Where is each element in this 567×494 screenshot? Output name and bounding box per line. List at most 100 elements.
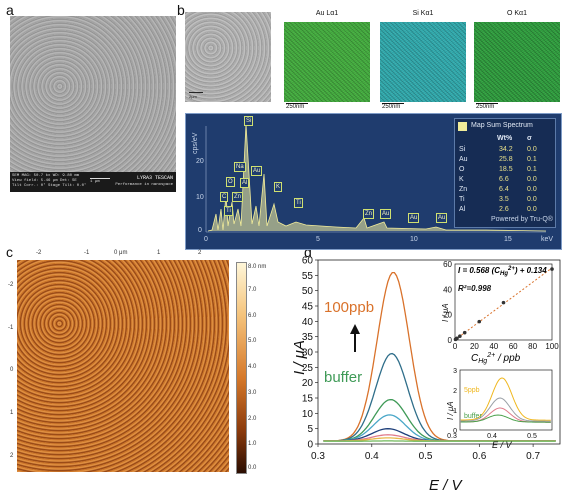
panel-label-a: a [6, 2, 14, 18]
sem-brand: LYRA3 TESCAN [136, 175, 173, 181]
sem-info-line: SEM MAG: 50.7 kx WD: 9.80 mm [12, 174, 80, 178]
y-tick-label: 25 [302, 363, 314, 374]
y-tick-label: 50 [302, 286, 314, 297]
arrow-head-icon [350, 324, 360, 334]
low-inset-x-tick: 0.3 [447, 433, 457, 440]
table-cell-wt: 6.4 [499, 186, 509, 193]
afm-colorbar-tick: 2.0 [248, 416, 257, 422]
afm-top-tick: -1 [84, 250, 90, 256]
y-tick-label: 35 [302, 332, 314, 343]
x-label-part: Hg [478, 358, 487, 365]
y-tick-label: 10 [302, 409, 314, 420]
x-tick-label: 0.5 [419, 451, 433, 462]
y-tick-label: 5 [307, 424, 313, 435]
equation-part: ) + 0.134 [514, 266, 547, 275]
table-cell-wt: 18.5 [499, 166, 513, 173]
afm-top-tick: 2 [198, 250, 202, 256]
calibration-x-tick: 40 [489, 342, 498, 351]
eds-map-o [474, 22, 560, 102]
low-inset-y-tick: 1 [453, 408, 457, 415]
annotation-100ppb: 100ppb [324, 299, 374, 316]
peak-label: K [274, 182, 283, 192]
table-cell-element: Ti [459, 196, 465, 203]
low-inset-x-tick: 0.5 [527, 433, 537, 440]
table-cell-sigma: 0.0 [527, 206, 537, 213]
low-inset-y-tick: 3 [453, 368, 457, 375]
peak-label: Au [436, 213, 448, 223]
spectrum-x-tick: 0 [204, 236, 208, 243]
y-tick-label: 20 [302, 378, 314, 389]
afm-top-tick: 0 μm [114, 250, 128, 256]
spectrum-y-tick: 10 [196, 194, 204, 201]
table-cell-element: K [459, 176, 464, 183]
table-cell-sigma: 0.0 [527, 146, 537, 153]
calibration-x-tick: 80 [528, 342, 537, 351]
calibration-point [458, 334, 462, 338]
afm-left-tick: 2 [10, 453, 14, 459]
panel-label-c: c [6, 244, 13, 260]
peak-label: Au [408, 213, 420, 223]
peak-label: Zn [363, 209, 375, 219]
map-label-si: Si Kα1 [412, 10, 434, 17]
table-cell-sigma: 0.0 [527, 176, 537, 183]
x-label-part: 2+ [486, 352, 495, 359]
y-tick-label: 30 [302, 348, 314, 359]
x-tick-label: 0.4 [365, 451, 379, 462]
peak-label: Si [244, 116, 254, 126]
peak-label: C [220, 192, 229, 202]
table-cell-wt: 25.8 [499, 156, 513, 163]
table-cell-sigma: 0.0 [527, 196, 537, 203]
low-inset-series-line [460, 414, 551, 423]
map-scale-bar: 250nm [476, 103, 498, 110]
electron-scale-bar: 2μm [189, 92, 203, 99]
peak-label: Au [380, 209, 392, 219]
afm-colorbar-tick: 7.0 [248, 287, 257, 293]
map-scale-bar: 250nm [382, 103, 404, 110]
calibration-r2: R²=0.998 [458, 284, 492, 293]
annotation-buffer: buffer [324, 369, 362, 386]
map-label-au: Au Lα1 [315, 10, 339, 17]
afm-left-tick: -2 [8, 282, 14, 288]
y-axis-label: I / μA [291, 340, 308, 375]
peak-label: Zn [232, 192, 244, 202]
afm-colorbar-tick: 1.0 [248, 441, 257, 447]
low-inset-y-tick: 0 [453, 428, 457, 435]
sem-image: SEM MAG: 50.7 kx WD: 9.80 mm View field:… [10, 16, 176, 192]
eds-map-si [380, 22, 466, 102]
sem-scale-bar: 1 μm [90, 178, 110, 184]
table-cell-element: Al [459, 206, 466, 213]
afm-colorbar-tick: 3.0 [248, 390, 257, 396]
sem-info-line: Tilt Corr.: 0° Stage Tilt: 0.0° [12, 184, 87, 188]
afm-colorbar-tick: 4.0 [248, 364, 257, 370]
table-cell-wt: 2.6 [499, 206, 509, 213]
calibration-y-tick: 60 [443, 260, 452, 269]
calibration-y-tick: 0 [448, 336, 453, 345]
table-cell-wt: 3.5 [499, 196, 509, 203]
equation-part: 2+ [507, 266, 515, 272]
calibration-point [477, 319, 482, 324]
y-tick-label: 40 [302, 317, 314, 328]
spectrum-y-tick: 0 [198, 227, 202, 234]
legend-swatch [458, 122, 467, 131]
y-tick-label: 45 [302, 302, 314, 313]
peak-label: Al [240, 178, 250, 188]
calibration-x-tick: 20 [470, 342, 479, 351]
peak-label: O [226, 177, 235, 187]
table-cell-sigma: 0.0 [527, 186, 537, 193]
table-cell-element: Si [459, 146, 466, 153]
panel-label-d: d [304, 244, 312, 260]
afm-colorbar-tick: 8.0 nm [248, 264, 267, 270]
eds-spectrum: cps/eV 20 10 0 0 5 10 15 keV Si Na O C Z… [185, 113, 562, 250]
calibration-x-label: CHg2+ / ppb [471, 352, 521, 365]
calibration-equation: I = 0.568 (CHg2+) + 0.134 [458, 266, 547, 277]
y-tick-label: 60 [302, 256, 314, 267]
low-inset-x-label: E / V [492, 440, 513, 450]
annotation-5ppb: 5ppb [464, 387, 480, 394]
x-tick-label: 0.6 [472, 451, 486, 462]
low-inset-series-line [460, 377, 551, 421]
eds-electron-image: 2μm [185, 12, 271, 102]
afm-left-tick: -1 [8, 325, 14, 331]
calibration-point [550, 267, 554, 271]
afm-left-tick: 0 [10, 367, 14, 373]
table-cell-sigma: 0.1 [527, 156, 537, 163]
